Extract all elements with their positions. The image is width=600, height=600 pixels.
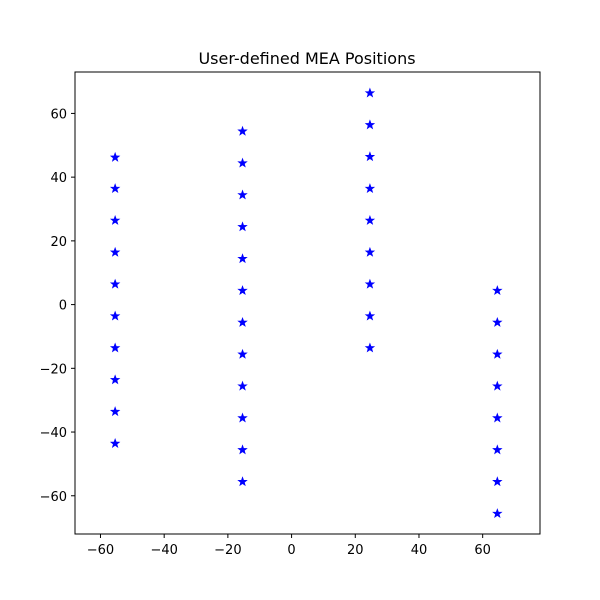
data-point-star — [237, 157, 248, 168]
data-point-star — [109, 406, 121, 417]
data-point-star — [237, 125, 248, 136]
x-tick-label: −60 — [87, 543, 114, 558]
data-point-star — [109, 183, 121, 194]
x-tick-label: −40 — [150, 543, 177, 558]
data-point-star — [109, 215, 121, 225]
y-tick-label: 0 — [59, 299, 67, 314]
data-point-star — [237, 189, 248, 200]
data-point-star — [364, 151, 376, 162]
data-point-star — [492, 380, 503, 391]
data-point-star — [109, 151, 121, 162]
data-point-star — [237, 285, 248, 296]
chart-title: User-defined MEA Positions — [198, 49, 415, 68]
data-point-star — [364, 119, 376, 130]
data-point-star — [237, 253, 248, 264]
y-tick-label: 40 — [50, 171, 67, 186]
data-points — [109, 87, 503, 519]
data-point-star — [237, 412, 248, 423]
x-tick-label: −20 — [214, 543, 241, 558]
y-tick-label: 60 — [50, 107, 67, 122]
data-point-star — [364, 310, 376, 321]
x-tick-label: 0 — [287, 543, 295, 558]
y-tick-label: 20 — [50, 235, 67, 250]
data-point-star — [109, 374, 121, 385]
x-tick-label: 40 — [411, 543, 428, 558]
data-point-star — [109, 310, 121, 321]
data-point-star — [492, 508, 503, 519]
data-point-star — [492, 348, 503, 359]
data-point-star — [237, 316, 248, 327]
x-tick-label: 20 — [347, 543, 364, 558]
data-point-star — [237, 380, 248, 391]
y-tick-label: −20 — [40, 362, 67, 377]
data-point-star — [109, 278, 121, 289]
data-point-star — [492, 285, 503, 296]
y-tick-label: −60 — [40, 490, 67, 505]
data-point-star — [237, 476, 248, 487]
x-axis: −60 −40 −20 0 20 40 60 — [87, 534, 491, 558]
data-point-star — [109, 246, 121, 257]
x-tick-label: 60 — [474, 543, 491, 558]
data-point-star — [364, 87, 376, 98]
data-point-star — [109, 438, 121, 448]
y-tick-label: −40 — [40, 426, 67, 441]
data-point-star — [492, 444, 503, 455]
data-point-star — [364, 278, 376, 289]
y-axis: −60 −40 −20 0 20 40 60 — [40, 107, 75, 505]
data-point-star — [109, 342, 121, 353]
data-point-star — [492, 476, 503, 487]
data-point-star — [237, 348, 248, 359]
data-point-star — [237, 444, 248, 455]
data-point-star — [237, 221, 248, 232]
data-point-star — [364, 215, 376, 225]
data-point-star — [364, 246, 376, 257]
data-point-star — [364, 183, 376, 194]
data-point-star — [364, 342, 376, 353]
data-point-star — [492, 316, 503, 327]
data-point-star — [492, 412, 503, 423]
plot-area-frame — [74, 71, 541, 535]
